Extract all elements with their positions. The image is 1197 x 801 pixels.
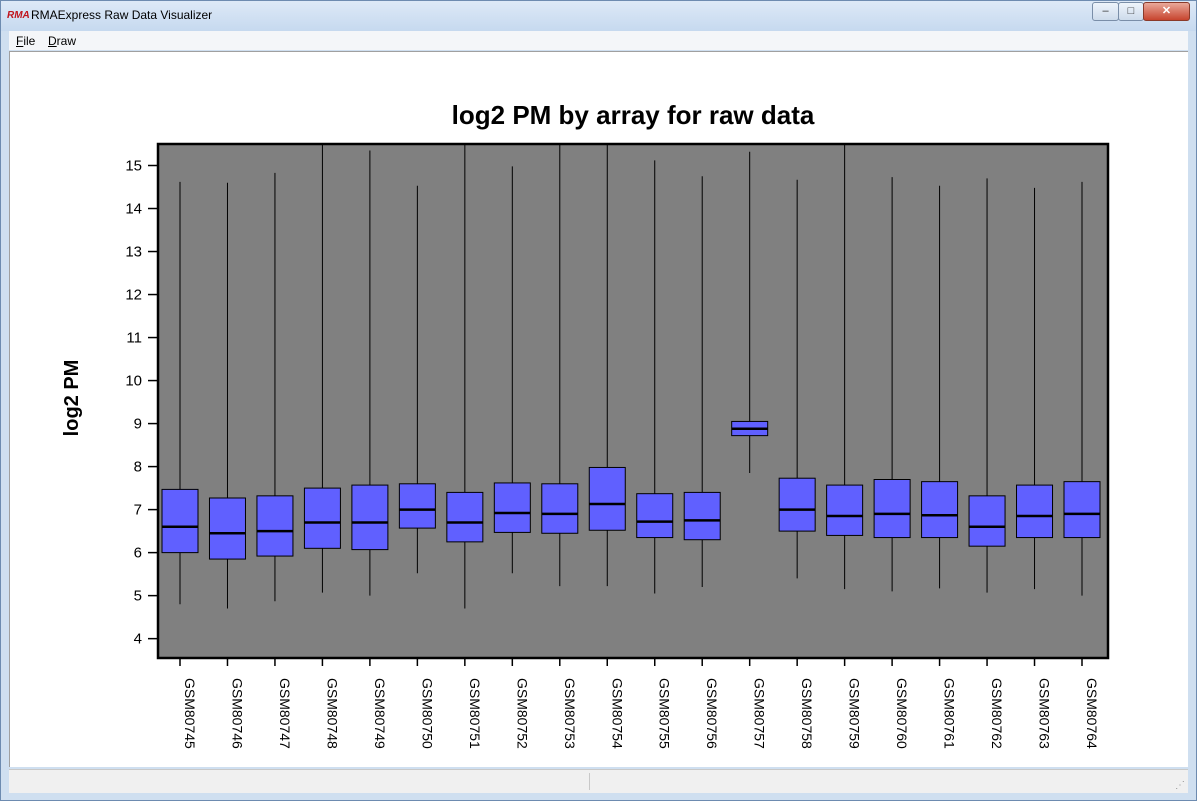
- y-tick-label: 14: [125, 201, 142, 218]
- x-tick-label: GSM80754: [609, 678, 625, 749]
- x-tick-label: GSM80760: [894, 678, 910, 749]
- box: [303, 487, 341, 549]
- box: [588, 466, 626, 531]
- x-tick-label: GSM80761: [942, 678, 958, 749]
- y-tick-label: 12: [125, 287, 142, 304]
- x-tick-label: GSM80745: [182, 678, 198, 749]
- x-tick-label: GSM80755: [657, 678, 673, 749]
- y-tick-label: 15: [125, 158, 142, 175]
- maximize-button[interactable]: □: [1118, 2, 1144, 21]
- box: [683, 491, 721, 541]
- y-tick-label: 13: [125, 244, 142, 261]
- menu-bar: File Draw: [9, 31, 1188, 50]
- window-title: RMAExpress Raw Data Visualizer: [31, 8, 213, 22]
- x-tick-label: GSM80759: [847, 678, 863, 749]
- x-tick-label: GSM80749: [372, 678, 388, 749]
- box: [398, 483, 436, 529]
- chart-title: log2 PM by array for raw data: [452, 100, 815, 130]
- plot-background: [158, 144, 1108, 658]
- x-tick-label: GSM80746: [229, 678, 245, 749]
- y-tick-label: 6: [134, 545, 142, 562]
- y-tick-label: 9: [134, 416, 142, 433]
- x-tick-label: GSM80757: [752, 678, 768, 749]
- box: [968, 495, 1006, 547]
- minimize-button[interactable]: –: [1092, 2, 1119, 21]
- box: [493, 482, 531, 533]
- menu-draw[interactable]: Draw: [48, 34, 77, 48]
- box: [161, 488, 199, 554]
- chart-canvas-area: GSM80745 GSM80746 GSM80747 GSM80748 GSM80749…: [9, 51, 1188, 767]
- x-tick-label: GSM80756: [704, 678, 720, 749]
- status-bar: ⋰: [9, 769, 1188, 793]
- box: [351, 484, 389, 551]
- x-tick-label: GSM80758: [799, 678, 815, 749]
- x-tick-label: GSM80751: [467, 678, 483, 749]
- title-bar[interactable]: RMA RMAExpress Raw Data Visualizer – □ ✕: [1, 1, 1196, 31]
- menu-file[interactable]: File: [16, 34, 36, 48]
- x-tick-label: GSM80752: [514, 678, 530, 749]
- rma-app-icon: RMA: [7, 10, 30, 21]
- x-tick-label: GSM80764: [1084, 678, 1100, 749]
- y-axis-label: log2 PM: [61, 360, 83, 437]
- box: [636, 493, 674, 539]
- y-tick-label: 8: [134, 459, 142, 476]
- x-tick-label: GSM80748: [324, 678, 340, 749]
- box: [1063, 481, 1101, 539]
- box: [256, 495, 294, 557]
- status-separator: [589, 773, 590, 790]
- plot-frame: [156, 142, 1110, 660]
- y-tick-label: 4: [134, 631, 142, 648]
- boxplot-chart: GSM80745 GSM80746 GSM80747 GSM80748 GSM80749…: [61, 100, 1110, 749]
- y-tick-label: 5: [134, 588, 142, 605]
- x-tick-label: GSM80753: [562, 678, 578, 749]
- resize-grip-icon[interactable]: ⋰: [1175, 780, 1185, 791]
- box: [826, 484, 864, 536]
- box: [541, 483, 579, 534]
- box: [1016, 484, 1054, 539]
- y-tick-label: 10: [125, 373, 142, 390]
- x-tick-label: GSM80763: [1037, 678, 1053, 749]
- y-tick-label: 7: [134, 502, 142, 519]
- x-tick-label: GSM80750: [419, 678, 435, 749]
- box: [446, 491, 484, 543]
- box: [873, 478, 911, 539]
- box: [208, 497, 246, 560]
- x-tick-label: GSM80747: [277, 678, 293, 749]
- x-tick-label: GSM80762: [989, 678, 1005, 749]
- close-button[interactable]: ✕: [1143, 2, 1190, 21]
- box: [778, 477, 816, 532]
- box: [921, 481, 959, 539]
- y-tick-label: 11: [126, 330, 142, 347]
